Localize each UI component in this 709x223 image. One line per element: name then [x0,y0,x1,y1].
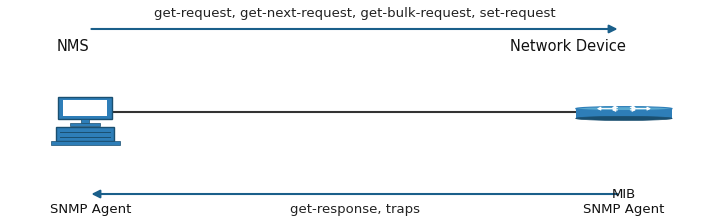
Text: MIB
SNMP Agent: MIB SNMP Agent [584,188,664,216]
FancyBboxPatch shape [56,127,114,141]
FancyBboxPatch shape [50,141,120,145]
Ellipse shape [576,116,672,120]
Text: get-response, traps: get-response, traps [289,203,420,216]
FancyBboxPatch shape [58,97,111,119]
Text: NMS: NMS [57,39,89,54]
Ellipse shape [576,107,672,111]
Text: get-request, get-next-request, get-bulk-request, set-request: get-request, get-next-request, get-bulk-… [154,7,555,20]
Text: SNMP Agent: SNMP Agent [50,203,131,216]
Bar [81,119,89,123]
FancyBboxPatch shape [62,100,108,116]
Bar [70,123,100,126]
FancyBboxPatch shape [576,109,672,118]
Text: Network Device: Network Device [510,39,626,54]
